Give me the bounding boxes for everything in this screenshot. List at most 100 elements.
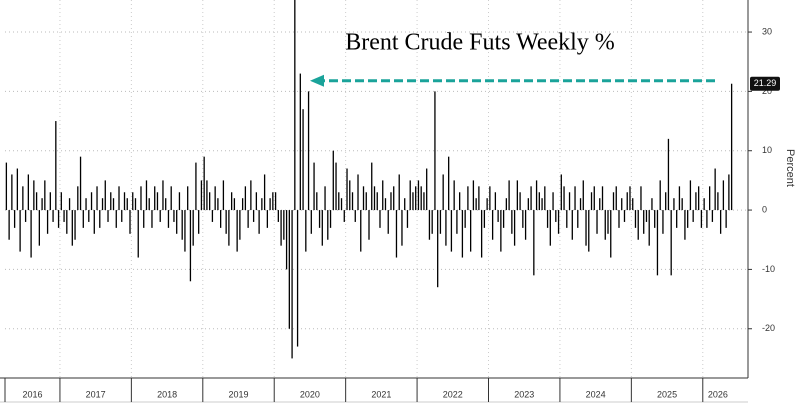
bar [448,156,450,211]
bar [563,186,565,211]
bar [288,210,290,329]
bar [192,210,194,246]
bar [549,210,551,246]
bar [513,210,516,246]
bar [607,210,609,234]
bar [426,168,428,211]
bar [44,180,46,211]
bar [77,186,79,211]
y-tick-label: -10 [762,264,775,274]
bar [255,192,258,211]
bar [85,198,87,211]
bar [464,210,466,228]
arrow-head [310,74,324,87]
bar [530,186,532,211]
bar [354,210,356,222]
bar [390,192,392,211]
x-tick-label: 2025 [657,389,677,399]
bar [318,210,321,228]
value-label-box [750,76,780,91]
bar [217,198,219,211]
bar [351,192,354,211]
bar [88,210,90,222]
bar [706,210,708,228]
bar [112,198,115,211]
bar [415,186,417,211]
bar [714,168,716,211]
bar [656,210,659,276]
bar [544,186,546,211]
bar [349,180,351,211]
bar [502,210,505,228]
bar [692,210,694,222]
bar [684,210,686,240]
bar [593,186,595,211]
bar [57,210,60,228]
bar [456,210,458,234]
bar [585,210,587,246]
bar [568,192,571,211]
bar [52,210,54,222]
bar [461,210,464,258]
bar [420,186,422,211]
bar [645,210,648,222]
bar [670,210,672,276]
bar [623,210,626,222]
bar [5,162,8,211]
bar [491,210,494,240]
bar [445,210,447,246]
bar [27,174,30,211]
bar [239,210,241,240]
bar [82,210,84,228]
bar [118,186,120,211]
bar [324,186,326,211]
bar [165,198,167,211]
bar [104,180,106,211]
bar [719,210,722,234]
bar [511,210,513,234]
bar [483,210,486,228]
bar [13,210,16,228]
x-tick-label: 2026 [708,389,728,399]
bar [280,210,282,246]
bar [335,162,337,211]
bar [176,210,178,234]
bar [533,210,535,276]
bar [557,210,560,234]
bar [604,210,606,240]
bar [577,210,579,228]
bar [725,210,727,228]
bar [11,174,13,211]
bar [588,210,590,252]
bar [159,210,161,222]
bar [305,210,307,252]
bar [340,198,343,211]
bar [393,186,395,211]
bar [195,162,197,211]
bar [442,174,444,211]
bar [244,186,247,211]
bar [478,186,480,211]
bar [412,192,414,211]
bar [637,210,639,240]
bar [546,210,549,228]
bar [263,174,266,211]
x-tick-label: 2023 [514,389,534,399]
bar [211,210,214,222]
bar [371,162,373,211]
bar [283,210,285,240]
bar [209,192,211,211]
bar [307,91,310,211]
bar [730,83,733,211]
bar [225,210,227,234]
bar [676,210,678,228]
bar [220,210,222,228]
bar [178,192,181,211]
bar [634,210,637,228]
bar [137,210,139,258]
bar [316,192,318,211]
bar [541,198,543,211]
bar [22,186,24,211]
x-tick-label: 2016 [22,389,42,399]
